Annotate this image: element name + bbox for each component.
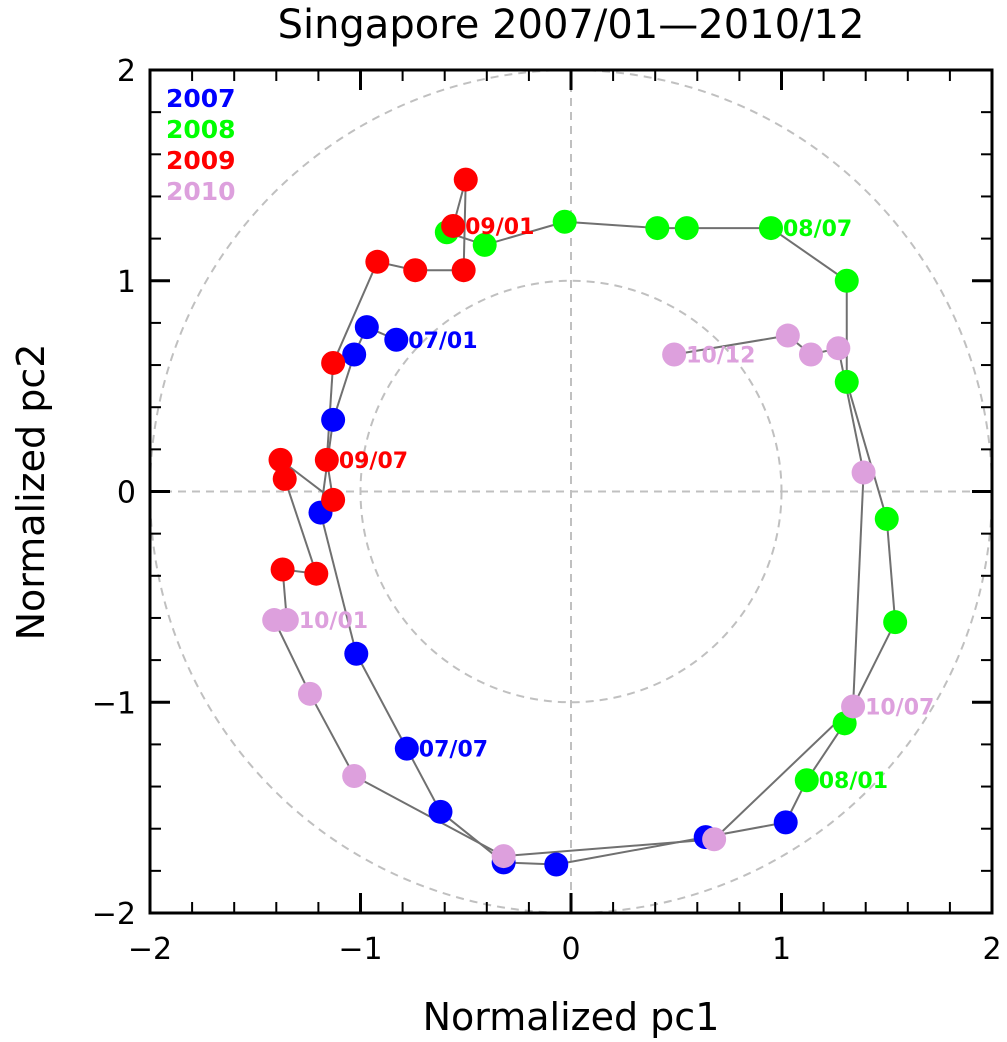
data-point-09-09 (268, 447, 293, 472)
x-axis-label: Normalized pc1 (423, 995, 720, 1039)
data-point-07-01 (384, 327, 409, 352)
data-point-10-07 (841, 694, 866, 719)
path-segment (353, 775, 505, 857)
data-point-09-04 (403, 258, 428, 283)
y-tick-label: 2 (117, 54, 136, 89)
data-point-09-07 (314, 447, 339, 472)
path-segment (885, 518, 897, 623)
data-point-09-10 (272, 466, 297, 491)
path-segment (564, 220, 658, 230)
data-point-08-11 (472, 232, 497, 257)
legend-entry-2009: 2009 (166, 146, 236, 175)
legend-entry-2010: 2010 (166, 177, 236, 206)
data-point-07-04 (321, 407, 346, 432)
data-point-08-06 (834, 268, 859, 293)
y-tick-label: −1 (92, 686, 136, 721)
x-tick-label: −2 (128, 932, 172, 967)
data-point-07-03 (342, 342, 367, 367)
data-point-10-03 (297, 681, 322, 706)
data-point-09-03 (451, 258, 476, 283)
path-segment (332, 261, 379, 364)
data-point-08-03 (883, 610, 908, 635)
point-label-10-07: 10/07 (865, 695, 934, 720)
data-point-08-10 (552, 209, 577, 234)
path-segment (283, 478, 318, 575)
x-tick-label: 2 (982, 932, 1001, 967)
y-tick-label: 0 (117, 476, 136, 511)
path-segment (770, 227, 848, 282)
data-point-08-08 (674, 216, 699, 241)
point-label-09-01: 09/01 (465, 215, 534, 240)
trajectory-path (273, 179, 897, 866)
data-point-10-06 (702, 827, 727, 852)
data-point-10-11 (775, 323, 800, 348)
data-point-09-08 (321, 487, 346, 512)
point-label-09-07: 09/07 (339, 449, 408, 474)
point-label-07-01: 07/01 (408, 329, 477, 354)
point-label-08-07: 08/07 (783, 217, 852, 242)
data-point-10-08 (851, 460, 876, 485)
data-point-10-05 (491, 844, 516, 869)
data-point-07-12 (773, 810, 798, 835)
data-point-08-07 (758, 216, 783, 241)
point-label-10-12: 10/12 (686, 344, 755, 369)
data-point-10-10 (798, 342, 823, 367)
path-segment (309, 693, 356, 777)
data-point-10-09 (826, 336, 851, 361)
path-segment (273, 619, 311, 695)
data-point-07-10 (544, 852, 569, 877)
data-point-08-01 (794, 768, 819, 793)
path-segment (503, 838, 715, 858)
data-points (262, 167, 908, 877)
data-point-10-02 (262, 608, 287, 633)
legend-entry-2007: 2007 (166, 84, 236, 113)
data-point-07-07 (394, 736, 419, 761)
axis-ticks: −2 −1 0 1 2 −2 −1 0 1 2 (92, 54, 1002, 967)
data-point-09-05 (365, 249, 390, 274)
data-point-07-06 (344, 641, 369, 666)
data-point-10-12 (662, 342, 687, 367)
path-segment (355, 653, 408, 750)
data-point-07-08 (428, 799, 453, 824)
path-segment (837, 347, 865, 473)
x-tick-label: −1 (338, 932, 382, 967)
path-segment (713, 705, 854, 840)
data-point-09-12 (270, 557, 295, 582)
y-tick-label: 1 (117, 265, 136, 300)
legend-entry-2008: 2008 (166, 115, 236, 144)
reference-guides (150, 70, 992, 913)
y-tick-label: −2 (92, 897, 136, 932)
data-point-10-04 (342, 764, 367, 789)
path-segment (673, 334, 788, 356)
data-point-08-04 (874, 506, 899, 531)
data-point-09-02 (453, 167, 478, 192)
data-point-09-01 (441, 213, 466, 238)
data-point-08-09 (645, 216, 670, 241)
data-point-09-11 (304, 561, 329, 586)
path-segment (852, 472, 865, 707)
data-point-09-06 (321, 350, 346, 375)
path-segment (319, 512, 358, 655)
data-point-08-05 (834, 369, 859, 394)
x-tick-label: 1 (772, 932, 791, 967)
data-point-07-02 (354, 315, 379, 340)
path-segment (845, 381, 888, 520)
y-axis-label: Normalized pc2 (9, 344, 53, 641)
path-segment (484, 220, 565, 246)
chart-title: Singapore 2007/01—2010/12 (278, 2, 865, 48)
point-label-08-01: 08/01 (819, 769, 888, 794)
point-labels: 07/01 07/07 08/01 08/07 09/01 09/07 10/01 10/07… (299, 215, 935, 794)
point-label-10-01: 10/01 (299, 609, 368, 634)
point-label-07-07: 07/07 (419, 738, 488, 763)
x-tick-label: 0 (561, 932, 580, 967)
